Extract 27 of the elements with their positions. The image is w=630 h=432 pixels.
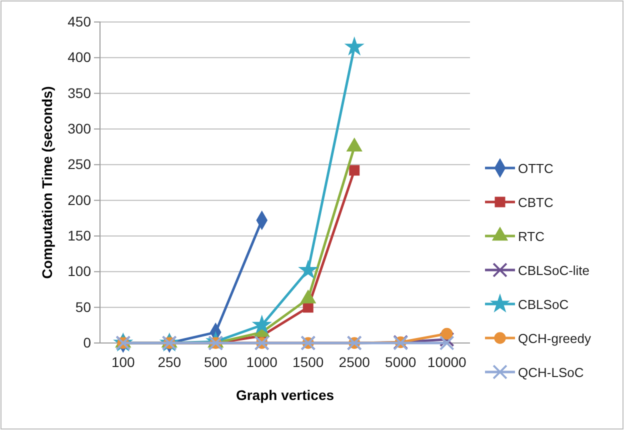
legend-label: OTTC <box>518 161 554 176</box>
y-tick-label: 50 <box>75 298 92 315</box>
x-tick-label: 100 <box>111 354 136 370</box>
y-tick-label: 450 <box>68 13 92 30</box>
x-tick-label: 500 <box>204 354 228 370</box>
x-axis-title: Graph vertices <box>236 387 334 403</box>
x-tick-label: 10000 <box>427 354 467 370</box>
y-axis-title: Computation Time (seconds) <box>39 86 55 279</box>
legend-label: CBLSoC-lite <box>518 263 590 278</box>
y-tick-label: 300 <box>68 120 92 136</box>
x-tick-label: 1000 <box>246 354 278 370</box>
legend-label: RTC <box>518 229 544 244</box>
legend-label: QCH-LSoC <box>518 365 584 380</box>
legend-label: QCH-greedy <box>518 331 592 346</box>
y-tick-label: 400 <box>68 49 92 66</box>
y-tick-label: 150 <box>68 227 92 244</box>
y-tick-label: 0 <box>83 334 92 350</box>
x-tick-label: 2500 <box>338 354 370 370</box>
y-tick-label: 250 <box>68 156 92 172</box>
y-tick-label: 100 <box>68 263 92 280</box>
y-tick-label: 200 <box>68 192 92 208</box>
x-tick-label: 5000 <box>385 354 416 370</box>
x-tick-label: 1500 <box>292 354 324 370</box>
legend-label: CBLSoC <box>518 297 569 312</box>
legend-label: CBTC <box>518 195 554 210</box>
x-tick-label: 250 <box>158 354 182 370</box>
y-tick-label: 350 <box>68 84 92 101</box>
